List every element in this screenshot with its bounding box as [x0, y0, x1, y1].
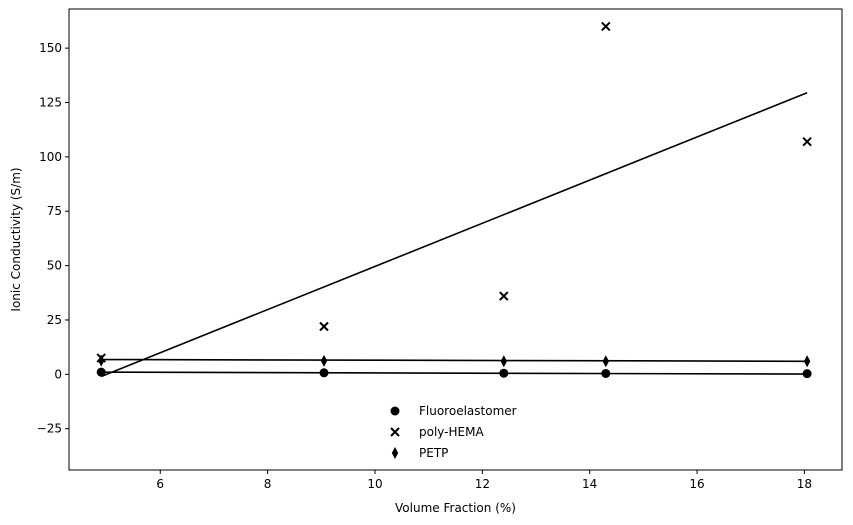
data-point	[96, 367, 106, 377]
x-tick-label: 10	[367, 477, 382, 491]
y-tick-label: −25	[37, 422, 62, 436]
data-point	[803, 355, 811, 368]
y-tick-label: 50	[47, 259, 62, 273]
x-marker-stroke	[319, 321, 329, 332]
y-tick-label: 150	[39, 41, 62, 55]
fit-line	[101, 371, 808, 375]
legend-label: PETP	[419, 446, 448, 460]
data-points	[96, 21, 812, 379]
legend-marker	[390, 427, 400, 437]
x-axis: 6 8 10 12 14 16 18	[156, 470, 812, 491]
legend: Fluoroelastomer poly-HEMA PETP	[390, 404, 517, 460]
x-tick-label: 14	[582, 477, 597, 491]
legend-label: poly-HEMA	[419, 425, 484, 439]
data-point	[802, 136, 812, 147]
y-tick-label: 100	[39, 150, 62, 164]
plot-frame	[68, 8, 843, 471]
data-point	[98, 354, 105, 367]
x-tick-label: 12	[475, 477, 490, 491]
fit-lines	[100, 91, 808, 378]
plot-area	[68, 8, 843, 471]
data-point	[499, 291, 509, 301]
x-marker-stroke	[601, 21, 611, 32]
y-tick-label: 75	[47, 204, 62, 218]
data-point	[602, 355, 610, 368]
x-marker-stroke	[802, 136, 812, 147]
data-point	[320, 354, 328, 367]
x-axis-label: Volume Fraction (%)	[395, 501, 516, 515]
data-point	[601, 21, 611, 32]
fit-line	[101, 358, 808, 363]
y-tick-label: 125	[39, 96, 62, 110]
data-point	[499, 368, 509, 378]
y-axis-label: Ionic Conductivity (S/m)	[9, 167, 23, 311]
x-marker-stroke	[390, 427, 400, 437]
data-point	[319, 368, 329, 378]
data-point	[500, 355, 508, 368]
x-tick-label: 6	[156, 477, 164, 491]
legend-marker	[390, 406, 400, 416]
x-marker-stroke	[499, 291, 509, 301]
y-axis: −25 0 25 50 75 100 125 150	[37, 41, 69, 436]
x-tick-label: 18	[797, 477, 812, 491]
data-point	[319, 321, 329, 332]
x-tick-label: 16	[689, 477, 704, 491]
fit-line	[100, 91, 808, 378]
legend-label: Fluoroelastomer	[419, 404, 517, 418]
data-point	[601, 368, 611, 378]
y-tick-label: 0	[54, 367, 62, 381]
legend-marker	[391, 447, 399, 459]
x-tick-label: 8	[264, 477, 272, 491]
data-point	[802, 369, 812, 379]
y-tick-label: 25	[47, 313, 62, 327]
